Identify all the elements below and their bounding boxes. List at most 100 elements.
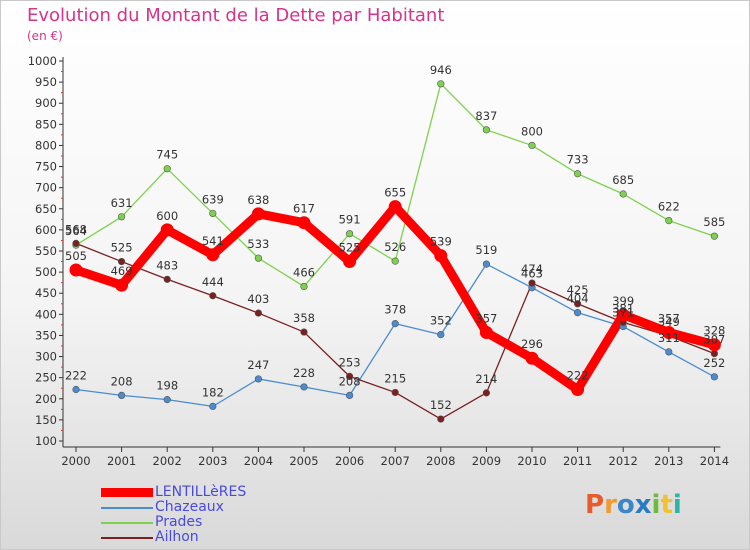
data-point	[209, 292, 217, 300]
data-label: 617	[293, 202, 315, 216]
data-label: 568	[65, 222, 87, 236]
data-label: 357	[475, 311, 497, 325]
data-point	[300, 383, 308, 391]
y-tick-label: 500	[35, 265, 57, 279]
data-point	[437, 331, 445, 339]
data-point	[209, 209, 217, 218]
logo-letter: P	[585, 490, 605, 520]
data-point	[710, 373, 719, 381]
data-label: 404	[567, 292, 589, 306]
data-label: 622	[658, 200, 680, 214]
legend-item: Chazeaux	[101, 500, 301, 515]
data-label: 745	[156, 148, 178, 162]
data-label: 253	[339, 355, 361, 369]
data-label: 600	[156, 209, 178, 223]
data-label: 525	[111, 241, 133, 255]
data-label: 215	[384, 371, 406, 385]
data-label: 519	[475, 243, 497, 257]
data-label: 228	[293, 366, 315, 380]
data-labels: 222 208 198 1822472282083783525194634043713…	[65, 63, 725, 412]
data-point	[482, 126, 491, 134]
legend-item: LENTILLèRES	[101, 485, 301, 500]
data-point	[117, 213, 126, 221]
y-tick-label: 200	[35, 392, 57, 406]
data-point	[525, 351, 539, 365]
x-tick-label: 2006	[335, 454, 364, 468]
data-point	[117, 257, 126, 266]
y-tick-label: 400	[35, 307, 57, 321]
data-label: 311	[658, 331, 680, 345]
data-point	[163, 396, 171, 404]
y-tick-label: 250	[35, 371, 57, 385]
data-label: 533	[247, 237, 269, 251]
data-point	[573, 309, 582, 317]
data-label: 381	[612, 301, 634, 315]
legend-swatch	[101, 488, 153, 497]
data-label: 358	[293, 311, 315, 325]
legend: LENTILLèRES Chazeaux Prades Ailhon	[101, 485, 301, 545]
y-tick-label: 800	[35, 138, 57, 152]
legend-swatch	[101, 507, 153, 509]
y-tick-label: 650	[35, 202, 57, 216]
data-point	[72, 385, 80, 394]
data-label: 526	[384, 240, 406, 254]
data-point	[482, 389, 491, 397]
logo-letter: t	[660, 490, 673, 520]
data-label: 639	[202, 192, 224, 206]
data-label: 222	[567, 368, 589, 382]
data-label: 247	[247, 358, 269, 372]
data-point	[163, 275, 171, 283]
data-point	[391, 320, 399, 328]
data-point	[117, 391, 126, 400]
data-point	[160, 223, 174, 237]
data-point	[72, 239, 80, 247]
data-label: 349	[658, 315, 680, 329]
logo-letter: x	[634, 490, 652, 520]
data-label: 214	[475, 372, 497, 386]
data-label: 208	[111, 374, 133, 388]
data-label: 585	[703, 215, 725, 229]
data-point	[209, 402, 217, 410]
data-point	[616, 308, 630, 322]
data-label: 357	[658, 311, 680, 325]
data-point	[391, 388, 399, 397]
data-point	[479, 325, 493, 339]
data-label: 352	[430, 314, 452, 328]
data-label: 655	[384, 186, 406, 200]
data-point	[388, 200, 402, 214]
x-tick-label: 2004	[244, 454, 273, 468]
logo-letter: o	[616, 490, 635, 520]
data-point	[254, 375, 262, 383]
data-point	[300, 282, 308, 291]
data-point	[619, 190, 627, 198]
data-point	[434, 249, 448, 263]
data-label: 541	[202, 234, 224, 248]
data-point	[254, 254, 262, 262]
x-tick-label: 2008	[426, 454, 455, 468]
legend-swatch	[101, 522, 153, 524]
data-point	[665, 348, 673, 356]
data-point	[115, 278, 129, 292]
data-point	[573, 300, 582, 308]
y-tick-label: 550	[35, 244, 57, 258]
data-point	[573, 170, 582, 178]
y-tick-label: 600	[35, 223, 57, 237]
data-point	[346, 391, 354, 400]
data-point	[254, 309, 262, 317]
data-point	[163, 165, 171, 173]
series-points	[69, 80, 721, 423]
data-point	[528, 279, 536, 287]
x-tick-label: 2011	[563, 454, 592, 468]
y-tick-label: 900	[35, 96, 57, 110]
data-point	[707, 338, 721, 352]
legend-item: Prades	[101, 515, 301, 530]
data-label: 444	[202, 275, 224, 289]
x-tick-label: 2013	[654, 454, 683, 468]
data-point	[346, 372, 354, 381]
chart-title: Evolution du Montant de la Dette par Hab…	[27, 5, 445, 26]
legend-label: Prades	[155, 514, 203, 530]
x-tick-label: 2009	[472, 454, 501, 468]
data-point	[300, 328, 308, 336]
data-label: 539	[430, 235, 452, 249]
